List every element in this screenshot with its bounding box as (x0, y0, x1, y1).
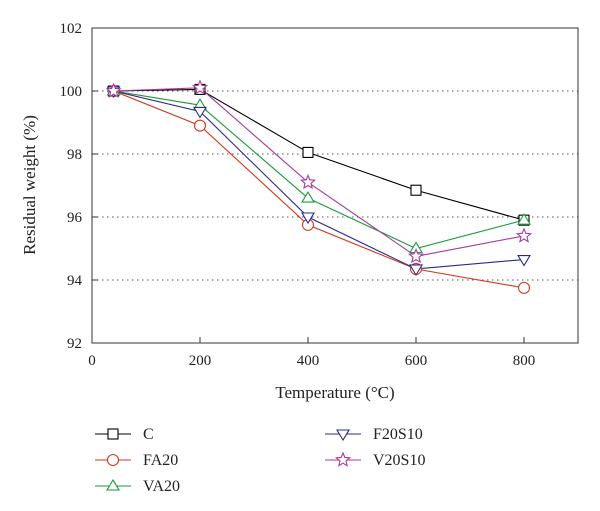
x-tick-label: 400 (297, 353, 320, 369)
point-f20s10 (193, 106, 207, 119)
point-fa20 (193, 119, 207, 132)
point-v20s10 (515, 227, 533, 243)
y-tick-label: 100 (60, 84, 83, 100)
legend-label-c: C (143, 426, 154, 443)
series-layer (105, 79, 533, 294)
x-tick-label: 600 (405, 353, 428, 369)
legend-marker-c (107, 428, 119, 440)
legend-label-va20: VA20 (143, 478, 180, 495)
legend-marker-fa20 (106, 453, 120, 467)
x-axis-label: Temperature (°C) (275, 383, 394, 402)
y-tick-label: 102 (60, 21, 83, 37)
series-line-va20 (113, 90, 525, 250)
y-tick-label: 94 (67, 273, 83, 289)
legend-label-f20s10: F20S10 (373, 426, 423, 443)
legend: C FA20 VA20 F20S10 V20S10 (95, 426, 425, 495)
point-c (302, 146, 314, 158)
series-line-c (113, 88, 525, 221)
y-axis-label: Residual weight (%) (20, 115, 39, 255)
point-va20 (301, 191, 315, 203)
axis-ticks: 0 200 400 600 800 92 94 96 98 100 102 (60, 21, 536, 369)
point-c (410, 184, 422, 196)
legend-marker-v20s10 (334, 451, 352, 467)
legend-marker-va20 (106, 478, 120, 491)
y-tick-label: 96 (67, 210, 83, 226)
point-fa20 (517, 281, 531, 294)
y-tick-label: 92 (67, 336, 82, 352)
plot-frame (91, 27, 579, 344)
point-v20s10 (407, 247, 425, 264)
y-tick-label: 98 (67, 147, 82, 163)
x-tick-label: 800 (513, 353, 536, 369)
point-v20s10 (191, 79, 209, 95)
point-f20s10 (409, 264, 423, 277)
x-tick-label: 200 (189, 353, 212, 369)
legend-label-v20s10: V20S10 (373, 452, 425, 469)
point-v20s10 (299, 173, 317, 190)
gridlines (92, 90, 578, 281)
legend-label-fa20: FA20 (143, 452, 178, 469)
series-line-v20s10 (113, 87, 525, 257)
series-line-f20s10 (113, 90, 525, 270)
point-f20s10 (517, 254, 531, 267)
point-v20s10 (105, 82, 122, 98)
point-f20s10 (301, 212, 315, 225)
x-tick-label: 0 (88, 353, 96, 369)
point-va20 (517, 213, 531, 225)
legend-marker-f20s10 (336, 429, 350, 442)
